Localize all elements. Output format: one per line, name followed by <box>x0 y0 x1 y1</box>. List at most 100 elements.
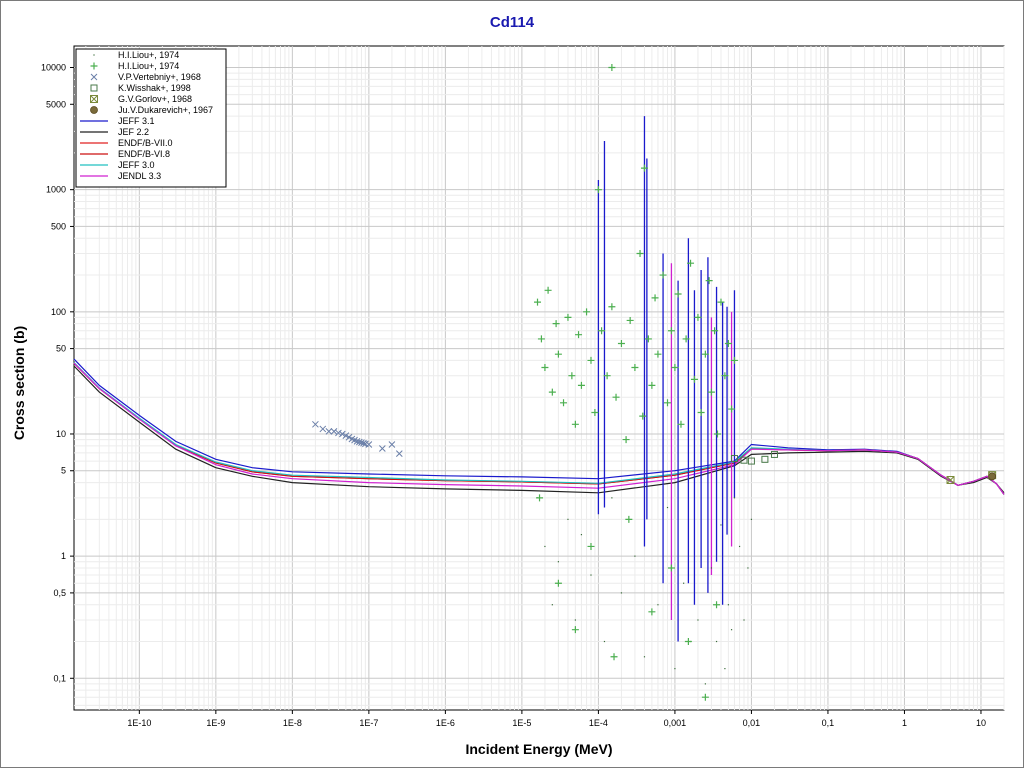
series-2-point <box>330 428 338 435</box>
axis-ticks: 1E-10 1E-9 1E-8 1E-7 1E-6 1E-5 1E-4 0,001 0,01 0,… <box>41 63 986 728</box>
legend-entry-label: JENDL 3.3 <box>118 171 161 181</box>
series-1-point <box>664 399 672 407</box>
series-1-point <box>544 286 552 294</box>
y-tick-label: 5000 <box>46 99 66 109</box>
series-2-point <box>319 425 327 433</box>
series-1-point <box>548 388 556 396</box>
x-tick-label: 10 <box>976 718 986 728</box>
series-0-point <box>683 582 685 584</box>
series-2-point <box>388 441 396 448</box>
series-1-point <box>631 364 639 372</box>
series-1-point <box>667 564 675 572</box>
series-1-point <box>682 335 690 343</box>
y-tick-label: 0,1 <box>53 673 66 683</box>
series-3-point <box>770 450 778 458</box>
x-tick-label: 0,001 <box>664 718 687 728</box>
series-1-point <box>554 350 562 358</box>
series-3-point <box>747 457 755 465</box>
series-1-point <box>674 290 682 298</box>
series-1-point <box>608 64 616 72</box>
series-2-point <box>338 430 346 438</box>
series-1-point <box>730 356 738 364</box>
series-1-point <box>610 653 618 661</box>
series-1-point <box>534 298 542 306</box>
series-1-point <box>724 340 732 348</box>
x-tick-label: 1 <box>902 718 907 728</box>
series-0-point <box>574 619 576 621</box>
series-1-point <box>617 340 625 348</box>
series-0-point <box>715 640 718 643</box>
series-1-point <box>537 335 545 343</box>
series-1-point <box>587 542 595 550</box>
series-1-point <box>626 316 634 324</box>
legend-marker-swatch <box>90 62 98 70</box>
series-1-point <box>701 693 709 701</box>
y-tick-label: 50 <box>56 344 66 354</box>
series-0-point <box>544 545 546 548</box>
series-2-point <box>395 450 403 458</box>
series-1-point <box>640 164 648 172</box>
data-markers <box>312 64 997 701</box>
series-0-point <box>674 668 676 670</box>
y-tick-label: 10 <box>56 429 66 439</box>
series-0-point <box>724 668 726 670</box>
legend-entry-label: Ju.V.Dukarevich+, 1967 <box>118 105 213 115</box>
legend-marker-swatch <box>90 84 98 92</box>
series-2-point <box>360 439 367 447</box>
series-2-point <box>378 445 386 452</box>
series-0-point <box>580 534 583 536</box>
series-4-point <box>946 475 955 484</box>
series-1-point <box>636 250 644 258</box>
series-1-point <box>717 298 725 306</box>
x-tick-label: 1E-5 <box>512 718 531 728</box>
series-1-point <box>701 350 709 358</box>
series-1-point <box>552 320 560 328</box>
y-tick-label: 5 <box>61 466 66 476</box>
series-0-point <box>727 604 729 606</box>
series-1-point <box>644 335 652 343</box>
y-tick-label: 500 <box>51 221 66 231</box>
series-1-point <box>677 420 685 428</box>
x-tick-label: 1E-9 <box>206 718 225 728</box>
series-0-point <box>738 545 741 548</box>
series-2-point <box>325 428 333 435</box>
series-0-point <box>567 518 569 520</box>
legend-marker-swatch <box>90 73 98 81</box>
series-1-point <box>671 364 679 372</box>
series-1-point <box>587 356 595 364</box>
legend-entry-label: H.I.Liou+, 1974 <box>118 61 179 71</box>
y-tick-label: 1 <box>61 551 66 561</box>
series-1-point <box>728 405 736 413</box>
series-1-point <box>651 294 659 302</box>
series-1-point <box>564 313 572 321</box>
series-1-point <box>705 277 713 285</box>
series-1-point <box>594 186 602 194</box>
series-0-point <box>557 561 559 563</box>
series-0-point <box>733 497 736 499</box>
y-tick-label: 100 <box>51 307 66 317</box>
x-axis-label: Incident Energy (MeV) <box>465 741 613 757</box>
series-1-point <box>713 430 721 438</box>
series-0-point <box>551 604 553 606</box>
series-1-point <box>625 515 633 523</box>
x-tick-label: 1E-6 <box>436 718 455 728</box>
series-1-point <box>577 381 585 389</box>
legend-marker-swatch <box>90 95 98 103</box>
y-tick-label: 1000 <box>46 185 66 195</box>
x-tick-label: 0,01 <box>743 718 761 728</box>
series-1-point <box>591 408 599 416</box>
series-1-point <box>690 375 698 383</box>
series-1-point <box>648 381 656 389</box>
series-2-point <box>342 432 350 439</box>
series-2-point <box>358 439 365 446</box>
series-1-point <box>697 408 705 416</box>
series-2-point <box>335 429 342 437</box>
series-0-point <box>643 656 646 658</box>
series-0-point <box>730 629 733 631</box>
legend-entry-label: K.Wisshak+, 1998 <box>118 83 191 93</box>
chart-title: Cd114 <box>489 14 535 31</box>
series-0-point <box>620 592 623 594</box>
legend-entry-label: H.I.Liou+, 1974 <box>118 50 179 60</box>
legend-marker-swatch <box>93 54 95 56</box>
series-0-point <box>603 640 606 643</box>
